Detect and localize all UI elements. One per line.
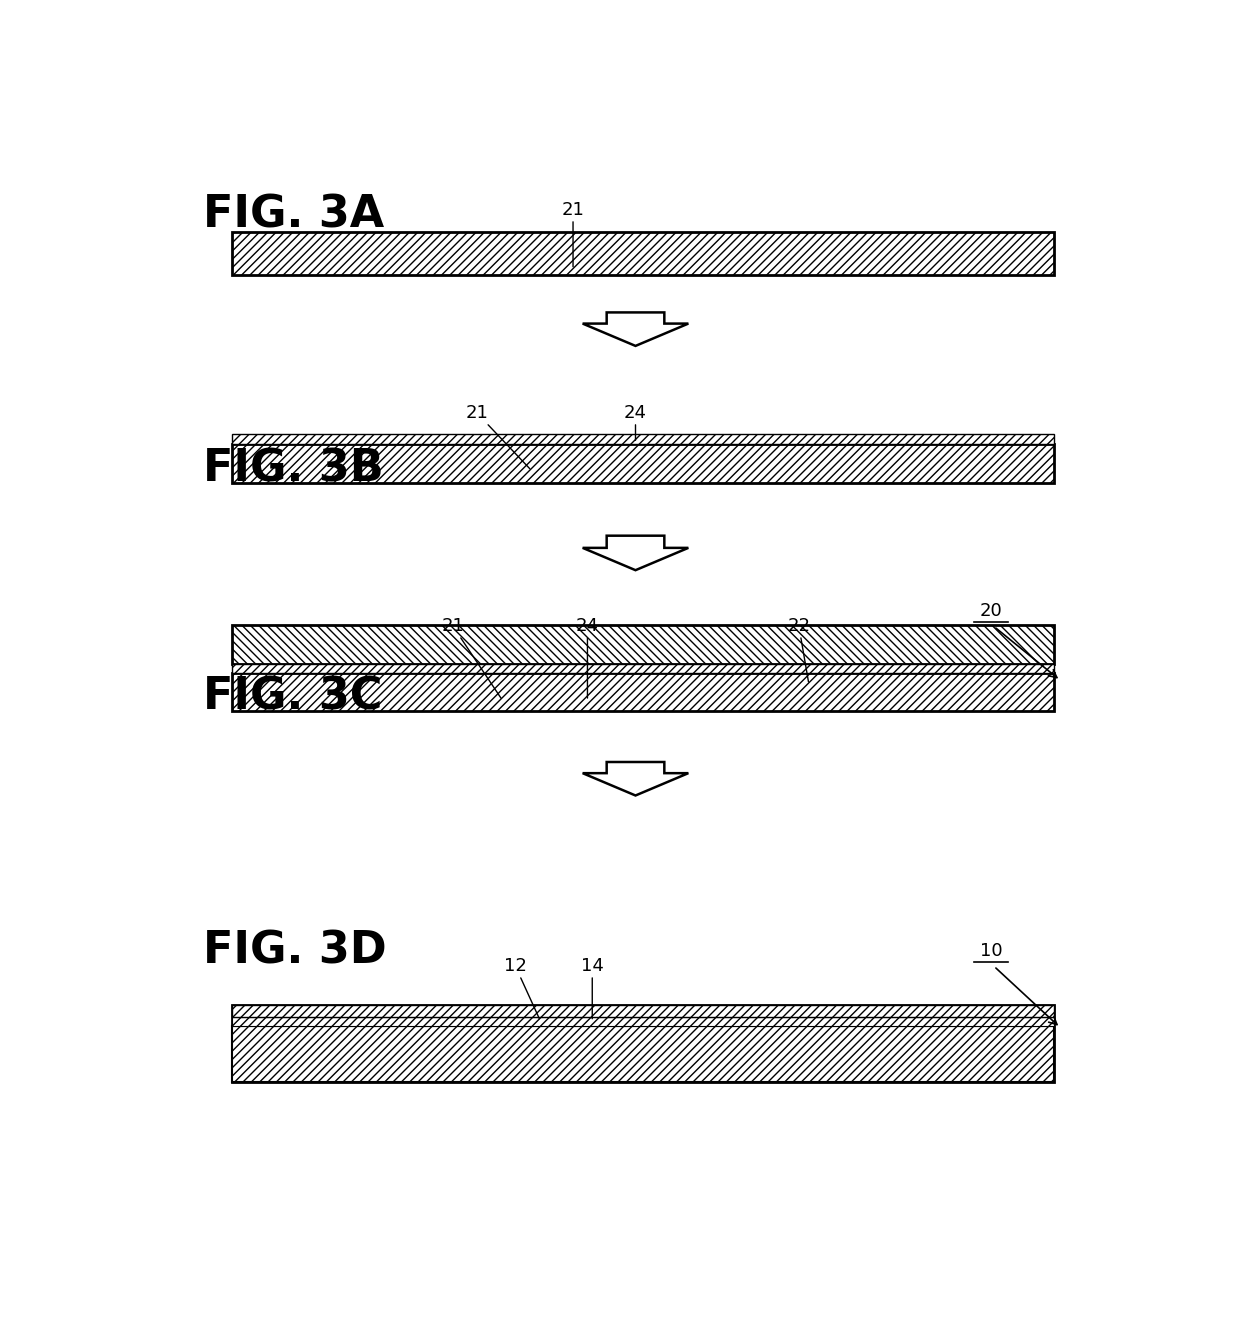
Bar [232,625,1054,663]
Text: 24: 24 [575,617,599,699]
Bar [232,1025,1054,1082]
Text: 21: 21 [562,202,584,266]
Text: 22: 22 [787,617,811,681]
Text: 12: 12 [503,957,539,1019]
Bar [232,1016,1054,1025]
Text: FIG. 3A: FIG. 3A [203,194,384,237]
Text: 24: 24 [624,405,647,440]
Text: FIG. 3C: FIG. 3C [203,676,383,718]
Bar [232,1004,1054,1082]
Text: 14: 14 [580,957,604,1019]
Text: FIG. 3B: FIG. 3B [203,447,384,490]
Bar [232,672,1054,712]
Bar [232,1004,1054,1016]
Polygon shape [583,535,688,571]
Bar [232,232,1054,275]
Polygon shape [583,762,688,796]
Text: 20: 20 [980,602,1002,619]
Bar [232,663,1054,672]
Text: 21: 21 [465,405,529,469]
Text: FIG. 3D: FIG. 3D [203,929,387,973]
Bar [232,434,1054,444]
Text: 10: 10 [980,942,1002,960]
Bar [232,444,1054,482]
Text: 21: 21 [441,617,501,699]
Polygon shape [583,312,688,345]
